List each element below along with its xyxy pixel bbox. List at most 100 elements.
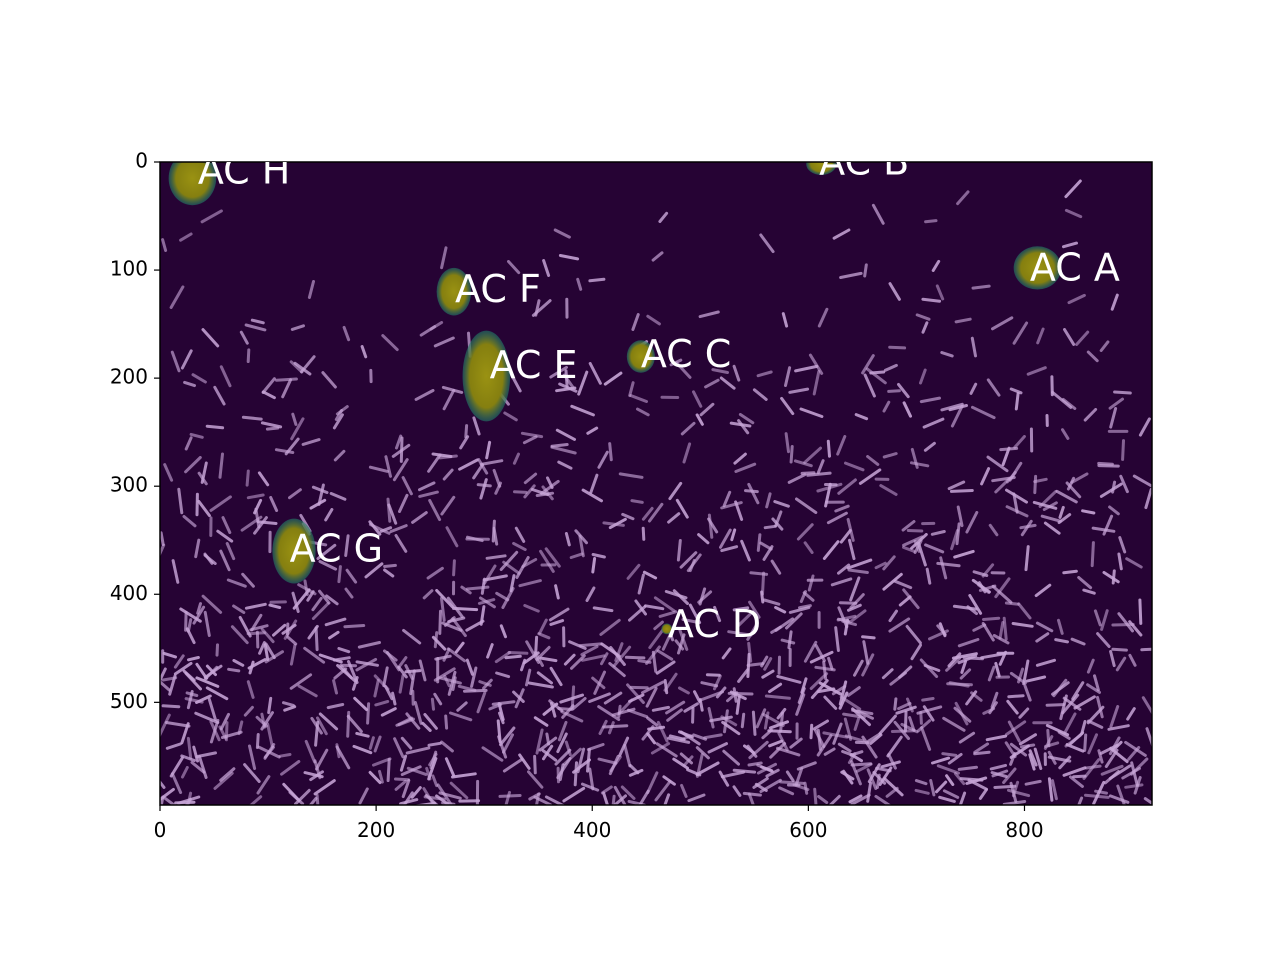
- bacterium-rod: [638, 789, 650, 805]
- bacterium-rod: [283, 705, 297, 712]
- bacterium-rod: [680, 421, 696, 436]
- bacterium-rod: [578, 534, 585, 558]
- bacterium-rod: [658, 211, 669, 223]
- bacterium-rod: [940, 351, 954, 358]
- bacterium-rod: [1099, 743, 1119, 755]
- bacterium-rod: [570, 404, 595, 417]
- bacterium-rod: [917, 541, 927, 567]
- bacterium-rod: [1058, 755, 1072, 770]
- bacterium-rod: [832, 228, 851, 240]
- bacterium-rod: [788, 606, 811, 614]
- cluster-label-ac-c: AC C: [641, 332, 731, 376]
- bacterium-rod: [555, 428, 576, 441]
- bacterium-rod: [720, 545, 739, 553]
- bacterium-rod: [699, 690, 724, 702]
- bacterium-rod: [1018, 733, 1037, 746]
- bacterium-rod: [564, 740, 572, 757]
- bacterium-rod: [219, 767, 236, 782]
- bacterium-rod: [514, 526, 526, 543]
- bacterium-rod: [544, 795, 566, 805]
- bacterium-rod: [578, 642, 603, 648]
- bacterium-rod: [719, 376, 736, 390]
- bacterium-rod: [486, 643, 494, 659]
- bacterium-rod: [675, 498, 689, 519]
- bacterium-rod: [861, 653, 875, 677]
- bacterium-rod: [269, 496, 279, 512]
- bacterium-rod: [866, 768, 878, 790]
- bacterium-rod: [784, 432, 790, 454]
- bacterium-rod: [778, 786, 795, 796]
- bacterium-rod: [698, 698, 704, 712]
- bacterium-rod: [255, 733, 260, 749]
- bacterium-rod: [761, 571, 766, 596]
- bacterium-rod: [290, 324, 305, 331]
- bacterium-rod: [378, 769, 384, 784]
- bacterium-rod: [562, 786, 586, 803]
- bacterium-rod: [444, 714, 449, 730]
- bacterium-rod: [523, 484, 536, 499]
- bacterium-rod: [826, 511, 848, 525]
- bacterium-rod: [316, 716, 328, 736]
- bacterium-rod: [179, 232, 193, 242]
- bacterium-rod: [929, 779, 936, 797]
- bacterium-rod: [1097, 461, 1114, 466]
- bacterium-rod: [384, 455, 392, 478]
- bacterium-rod: [1007, 720, 1021, 743]
- bacterium-rod: [910, 533, 928, 550]
- bacterium-rod: [291, 591, 300, 613]
- bacterium-rod: [777, 731, 789, 752]
- bacterium-rod: [816, 728, 822, 751]
- bacterium-rod: [192, 605, 206, 625]
- bacterium-rod: [485, 554, 507, 560]
- bacterium-rod: [695, 761, 720, 776]
- bacterium-rod: [611, 794, 616, 805]
- bacterium-rod: [399, 798, 419, 805]
- bacterium-rod: [185, 627, 196, 645]
- bacterium-rod: [391, 691, 397, 706]
- bacterium-rod: [668, 734, 686, 741]
- bacterium-rod: [465, 658, 474, 676]
- bacterium-rod: [614, 642, 624, 662]
- bacterium-rod: [1059, 694, 1068, 721]
- bacterium-rod: [817, 795, 829, 804]
- bacterium-rod: [940, 402, 964, 412]
- bacterium-rod: [574, 529, 588, 545]
- bacterium-rod: [1022, 659, 1030, 686]
- bacterium-rod: [542, 744, 554, 761]
- bacterium-rod: [1130, 761, 1139, 787]
- bacterium-rod: [498, 794, 522, 798]
- bacterium-rod: [938, 795, 956, 803]
- bacterium-rod: [203, 610, 211, 637]
- bacterium-rod: [291, 412, 298, 426]
- bacterium-rod: [737, 610, 754, 627]
- bacterium-rod: [431, 635, 447, 651]
- axes-frame: [159, 161, 1153, 806]
- bacterium-rod: [1036, 327, 1045, 345]
- bacterium-rod: [1099, 482, 1123, 498]
- bacterium-rod: [1024, 779, 1042, 786]
- bacterium-rod: [1063, 712, 1077, 735]
- bacterium-rod: [357, 641, 381, 649]
- bacterium-rod: [538, 618, 548, 635]
- bacterium-rod: [1126, 707, 1136, 721]
- bacterium-rod: [887, 753, 897, 770]
- x-tick-label: 600: [789, 818, 827, 842]
- bacterium-rod: [919, 658, 939, 678]
- bacterium-rod: [954, 317, 972, 324]
- bacterium-rod: [395, 716, 414, 727]
- bacterium-rod: [718, 770, 730, 787]
- bacterium-rod: [190, 761, 206, 774]
- bacterium-rod: [216, 529, 234, 543]
- bacterium-rod: [502, 758, 523, 773]
- bacterium-rod: [882, 572, 903, 591]
- bacterium-rod: [727, 691, 754, 696]
- bacterium-rod: [1100, 764, 1124, 776]
- bacterium-rod: [600, 642, 621, 658]
- bacterium-rod: [266, 722, 274, 748]
- bacterium-rod: [989, 763, 1007, 771]
- bacterium-rod: [988, 523, 999, 537]
- bacterium-rod: [1040, 514, 1062, 523]
- bacterium-rod: [355, 657, 378, 672]
- bacterium-rod: [289, 673, 313, 690]
